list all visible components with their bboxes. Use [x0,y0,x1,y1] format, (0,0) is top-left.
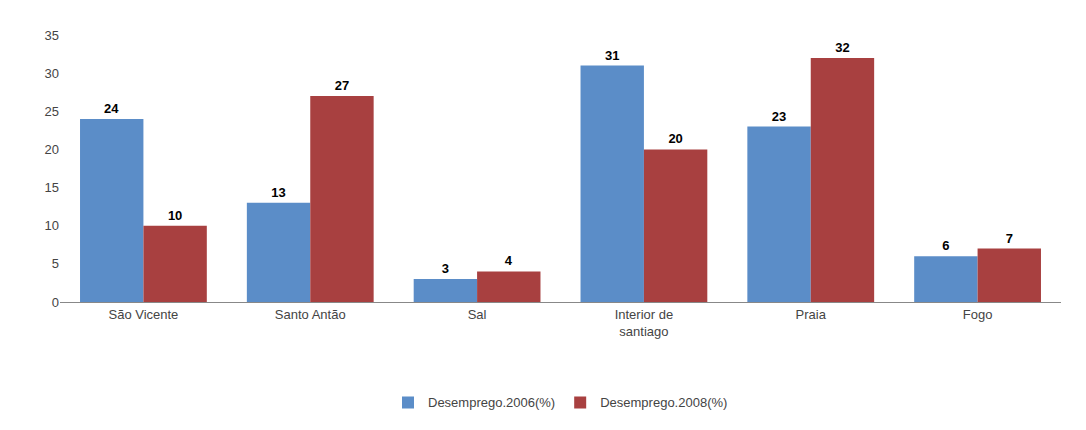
svg-text:23: 23 [772,109,786,124]
svg-text:7: 7 [1006,231,1013,246]
svg-text:0: 0 [52,295,59,310]
svg-text:30: 30 [45,66,59,81]
svg-text:27: 27 [335,78,349,93]
svg-text:31: 31 [605,48,619,63]
svg-text:Santo Antão: Santo Antão [275,307,346,322]
svg-text:24: 24 [104,101,119,116]
svg-text:13: 13 [271,185,285,200]
svg-text:5: 5 [52,256,59,271]
svg-text:Praia: Praia [796,307,827,322]
svg-text:35: 35 [45,28,59,43]
svg-text:3: 3 [442,261,449,276]
svg-text:Fogo: Fogo [963,307,993,322]
svg-text:São Vicente: São Vicente [108,307,178,322]
svg-text:15: 15 [45,180,59,195]
svg-text:10: 10 [45,218,59,233]
svg-text:20: 20 [45,142,59,157]
svg-text:Desemprego.2008(%): Desemprego.2008(%) [600,395,727,410]
svg-text:Interior desantiago: Interior desantiago [615,307,674,339]
svg-text:Desemprego.2006(%): Desemprego.2006(%) [428,395,555,410]
svg-text:10: 10 [168,208,182,223]
svg-text:20: 20 [668,131,682,146]
svg-text:Sal: Sal [468,307,487,322]
svg-text:6: 6 [942,238,949,253]
svg-text:4: 4 [505,253,513,268]
svg-text:32: 32 [835,40,849,55]
svg-text:25: 25 [45,104,59,119]
